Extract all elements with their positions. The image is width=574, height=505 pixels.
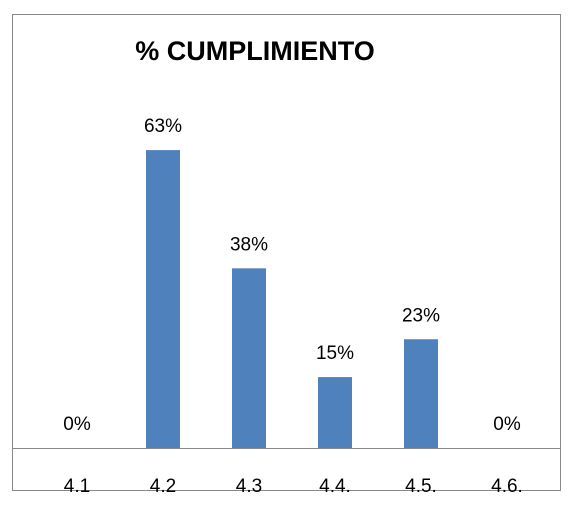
x-tick-label: 4.3 (236, 476, 262, 497)
data-label: 23% (402, 305, 440, 326)
x-tick-label: 4.2 (150, 476, 176, 497)
bar (318, 377, 352, 448)
chart-border (12, 14, 561, 491)
x-tick-label: 4.4. (319, 476, 351, 497)
data-label: 0% (493, 414, 521, 435)
data-label: 63% (144, 116, 182, 137)
bar (232, 268, 266, 448)
bar (146, 150, 180, 448)
x-tick-label: 4.1 (64, 476, 90, 497)
x-tick-label: 4.5. (405, 476, 437, 497)
data-label: 15% (316, 343, 354, 364)
x-tick-label: 4.6. (491, 476, 523, 497)
bar (404, 339, 438, 448)
data-label: 0% (63, 414, 91, 435)
chart-title: % CUMPLIMIENTO (135, 36, 375, 66)
data-label: 38% (230, 234, 268, 255)
